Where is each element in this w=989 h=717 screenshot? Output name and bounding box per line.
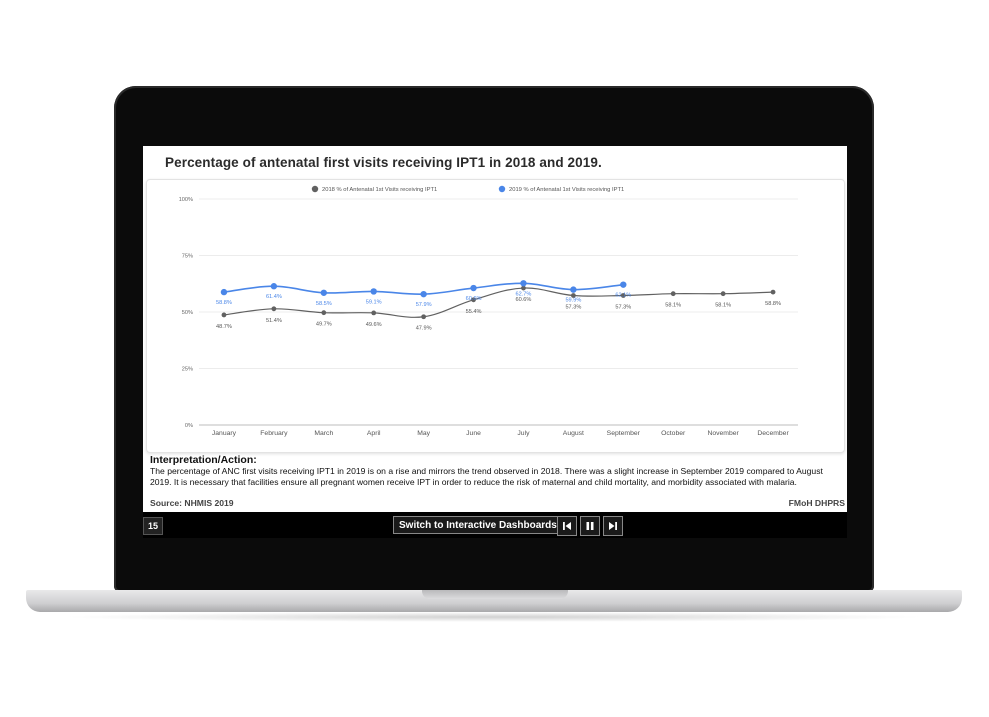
data-point [620, 281, 627, 288]
data-point [371, 310, 377, 316]
data-label: 59.9% [565, 298, 581, 304]
data-label: 51.4% [266, 318, 282, 324]
data-label: 49.6% [366, 322, 382, 328]
data-point [221, 312, 227, 318]
line-chart: 0% 25% 50% 75% 100% January February March April… [179, 185, 798, 437]
data-point [570, 286, 577, 293]
x-tick-label: April [367, 430, 381, 437]
legend-label: 2018 % of Antenatal 1st Visits receiving… [322, 187, 437, 193]
next-slide-button[interactable] [603, 516, 623, 536]
data-point [521, 285, 526, 291]
legend-label: 2019 % of Antenatal 1st Visits receiving… [509, 187, 624, 193]
slide-footer: 15 Switch to Interactive Dashboards [143, 512, 847, 538]
data-label: 60.6% [466, 296, 482, 302]
data-label: 58.8% [765, 301, 781, 307]
data-point [470, 284, 477, 292]
source-label: Source: NHMIS 2019 [150, 498, 234, 508]
data-label: 58.1% [715, 303, 731, 309]
data-point [770, 289, 776, 295]
switch-dashboard-button[interactable]: Switch to Interactive Dashboards [393, 516, 563, 534]
x-tick-label: June [466, 430, 481, 437]
data-label: 58.1% [665, 303, 681, 309]
chart-card: 0% 25% 50% 75% 100% January February March April… [146, 179, 845, 453]
series-line [223, 287, 774, 318]
data-label: 47.9% [416, 326, 432, 332]
prev-slide-button[interactable] [557, 516, 577, 536]
data-label: 58.5% [316, 301, 332, 307]
data-point [421, 314, 427, 320]
x-tick-label: March [314, 430, 333, 437]
interpretation-heading: Interpretation/Action: [150, 454, 257, 466]
data-point [570, 293, 576, 298]
data-point [620, 293, 626, 298]
page-number: 15 [143, 517, 163, 535]
data-point [271, 306, 277, 312]
x-tick-label: January [212, 430, 237, 437]
data-point [270, 283, 278, 290]
data-point [471, 297, 476, 303]
data-point [370, 288, 377, 295]
data-label: 62.1% [615, 293, 631, 299]
interpretation-text: The percentage of ANC first visits recei… [150, 466, 823, 487]
x-tick-label: May [417, 430, 430, 437]
page-title: Percentage of antenatal first visits rec… [165, 155, 602, 170]
data-point [520, 280, 527, 287]
data-label: 48.7% [216, 324, 232, 330]
data-label: 57.9% [416, 302, 432, 308]
data-point [420, 290, 427, 298]
data-label: 61.4% [266, 294, 282, 300]
x-tick-label: September [607, 430, 641, 437]
laptop-shadow [60, 612, 928, 622]
data-point [320, 289, 327, 296]
legend-marker [498, 185, 506, 193]
data-label: 58.8% [216, 300, 232, 306]
y-tick-label: 100% [179, 197, 193, 203]
data-label: 55.4% [466, 309, 482, 315]
y-tick-label: 75% [182, 254, 193, 260]
x-tick-label: July [517, 430, 530, 437]
y-tick-label: 0% [185, 423, 193, 429]
data-point [321, 310, 327, 316]
data-point [220, 288, 228, 296]
data-label: 57.3% [565, 305, 581, 311]
pause-icon [586, 522, 594, 530]
legend-marker [311, 185, 319, 193]
x-tick-label: November [707, 430, 739, 437]
data-label: 57.3% [615, 305, 631, 311]
data-label: 49.7% [316, 322, 332, 328]
skip-back-icon [563, 522, 571, 530]
data-label: 62.7% [516, 291, 532, 297]
x-tick-label: October [661, 430, 686, 437]
laptop-base [26, 590, 962, 612]
skip-forward-icon [609, 522, 617, 530]
data-point [720, 291, 726, 297]
y-tick-label: 50% [182, 310, 193, 316]
data-label: 60.6% [516, 297, 532, 303]
y-tick-label: 25% [182, 367, 193, 373]
data-point [670, 291, 676, 297]
organization-label: FMoH DHPRS [788, 498, 845, 508]
pause-button[interactable] [580, 516, 600, 536]
x-tick-label: February [260, 430, 288, 437]
x-tick-label: August [563, 430, 584, 437]
x-tick-label: December [757, 430, 789, 437]
laptop-screen: Percentage of antenatal first visits rec… [143, 146, 847, 538]
data-label: 59.1% [366, 299, 382, 305]
laptop-notch [422, 590, 568, 599]
